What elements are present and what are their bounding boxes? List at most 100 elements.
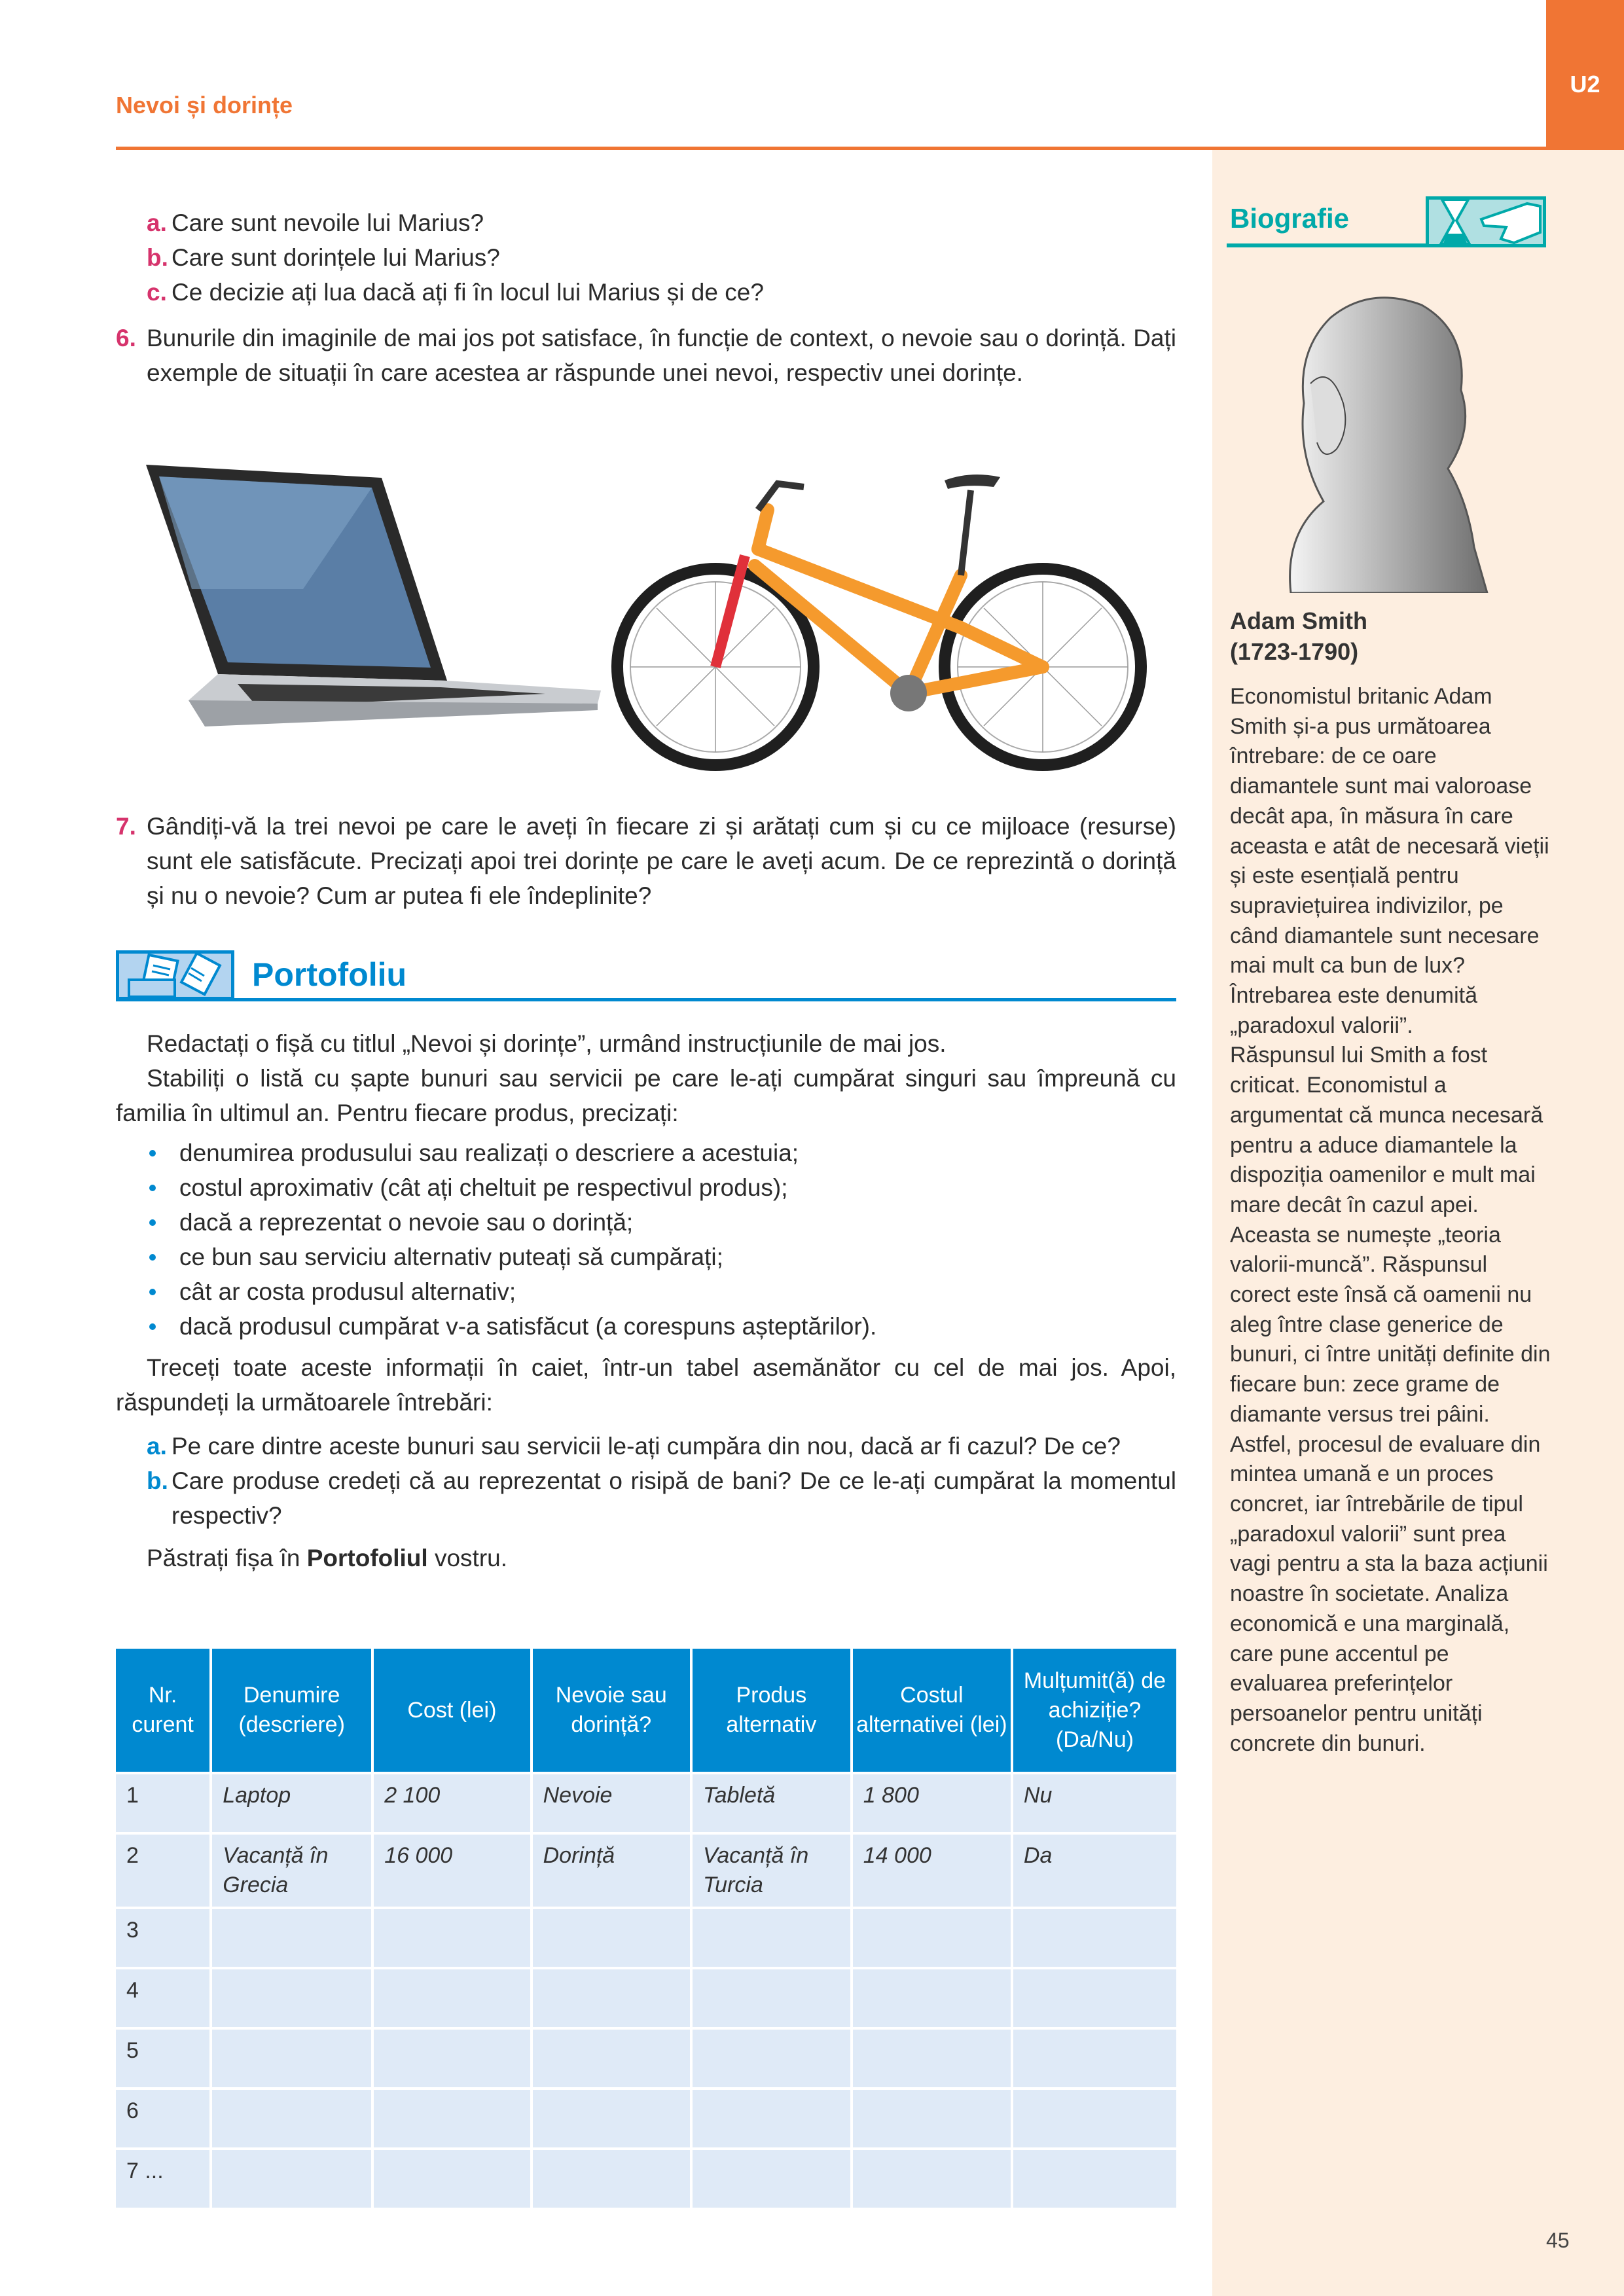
table-cell bbox=[212, 1969, 372, 2027]
biography-title: Biografie bbox=[1230, 203, 1350, 234]
table-cell bbox=[212, 2030, 372, 2087]
table-row: 2 Vacanță în Grecia 16 000 Dorință Vacanță î… bbox=[116, 1835, 1176, 1907]
list-item: ce bun sau serviciu alternativ puteați s… bbox=[147, 1240, 1176, 1274]
portofoliu-intro-1: Redactați o fișă cu titlul „Nevoi și dor… bbox=[147, 1030, 947, 1057]
table-cell: Laptop bbox=[212, 1774, 372, 1832]
table-row: 4 bbox=[116, 1969, 1176, 2027]
table-cell bbox=[532, 2030, 690, 2087]
question-a: a. Care sunt nevoile lui Marius? bbox=[147, 209, 484, 236]
table-cell bbox=[852, 2150, 1011, 2208]
table-cell bbox=[692, 2030, 850, 2087]
table-cell: 14 000 bbox=[852, 1835, 1011, 1907]
portofoliu-question-a: a. Pe care dintre aceste bunuri sau servi… bbox=[147, 1433, 1121, 1460]
table-cell bbox=[212, 1909, 372, 1967]
table-cell: Da bbox=[1013, 1835, 1176, 1907]
list-item: costul aproximativ (cât ați cheltuit pe … bbox=[147, 1170, 1176, 1205]
table-cell bbox=[374, 2090, 530, 2147]
column-header: Cost (lei) bbox=[374, 1649, 530, 1772]
question-7-block: 7. Gândiți-vă la trei nevoi pe care le av… bbox=[116, 809, 1176, 913]
table-row: 7 ... bbox=[116, 2150, 1176, 2208]
question-7: 7. Gândiți-vă la trei nevoi pe care le av… bbox=[116, 813, 1176, 909]
unit-tab: U2 bbox=[1546, 0, 1624, 150]
list-item: denumirea produsului sau realizați o des… bbox=[147, 1136, 1176, 1170]
column-header: Nr. curent bbox=[116, 1649, 210, 1772]
portrait-adam-smith bbox=[1289, 296, 1489, 593]
list-item: cât ar costa produsul alternativ; bbox=[147, 1274, 1176, 1309]
column-header: Nevoie sau dorință? bbox=[532, 1649, 690, 1772]
table-cell bbox=[692, 2090, 850, 2147]
laptop-image bbox=[146, 465, 601, 726]
portofoliu-body: Redactați o fișă cu titlul „Nevoi și dor… bbox=[116, 1026, 1176, 1575]
table-cell: Tabletă bbox=[692, 1774, 850, 1832]
bicycle-image bbox=[611, 475, 1147, 771]
table-cell bbox=[852, 2030, 1011, 2087]
table-cell: Nu bbox=[1013, 1774, 1176, 1832]
table-cell bbox=[1013, 2150, 1176, 2208]
table-row: 1 Laptop 2 100 Nevoie Tabletă 1 800 Nu bbox=[116, 1774, 1176, 1832]
table-cell: Vacanță în Grecia bbox=[212, 1835, 372, 1907]
documents-icon bbox=[116, 950, 234, 1000]
portofoliu-intro-2: Stabiliți o listă cu șapte bunuri sau se… bbox=[116, 1065, 1176, 1126]
list-item: dacă produsul cumpărat v-a satisfăcut (a… bbox=[147, 1309, 1176, 1344]
transfer-instruction: Treceți toate aceste informații în caiet… bbox=[116, 1354, 1176, 1416]
purchases-table: Nr. curent Denumire (descriere) Cost (le… bbox=[113, 1646, 1179, 2210]
page-number: 45 bbox=[1546, 2229, 1570, 2252]
biography-name: Adam Smith (1723-1790) bbox=[1230, 607, 1368, 665]
table-row: 3 bbox=[116, 1909, 1176, 1967]
biography-divider bbox=[1227, 243, 1546, 247]
table-cell bbox=[692, 2150, 850, 2208]
biography-text: Economistul britanic Adam Smith și-a pus… bbox=[1230, 684, 1551, 1756]
list-item: dacă a reprezentat o nevoie sau o dorinț… bbox=[147, 1205, 1176, 1240]
questions-a-c: a. Care sunt nevoile lui Marius? b. Care s… bbox=[116, 206, 1176, 390]
table-cell bbox=[212, 2150, 372, 2208]
column-header: Mulțumit(ă) de achiziție? (Da/Nu) bbox=[1013, 1649, 1176, 1772]
chapter-title: Nevoi și dorințe bbox=[116, 92, 293, 118]
table-cell: 2 bbox=[116, 1835, 210, 1907]
table-cell: 6 bbox=[116, 2090, 210, 2147]
header-divider bbox=[116, 147, 1546, 150]
table-cell bbox=[532, 1969, 690, 2027]
table-cell bbox=[1013, 1969, 1176, 2027]
table-cell: Vacanță în Turcia bbox=[692, 1835, 850, 1907]
table-cell: 4 bbox=[116, 1969, 210, 2027]
table-header-row: Nr. curent Denumire (descriere) Cost (le… bbox=[116, 1649, 1176, 1772]
column-header: Denumire (descriere) bbox=[212, 1649, 372, 1772]
table-cell: 16 000 bbox=[374, 1835, 530, 1907]
column-header: Costul alternativei (lei) bbox=[852, 1649, 1011, 1772]
portofoliu-title: Portofoliu bbox=[252, 956, 407, 993]
table-cell bbox=[374, 1969, 530, 2027]
table-cell bbox=[852, 2090, 1011, 2147]
table-cell: Dorință bbox=[532, 1835, 690, 1907]
table-cell bbox=[692, 1969, 850, 2027]
table-cell: 3 bbox=[116, 1909, 210, 1967]
table-cell bbox=[1013, 2030, 1176, 2087]
portofoliu-header: Portofoliu bbox=[116, 950, 1176, 1001]
table-cell bbox=[212, 2090, 372, 2147]
table-cell bbox=[852, 1969, 1011, 2027]
table-cell: 1 800 bbox=[852, 1774, 1011, 1832]
table-cell: 2 100 bbox=[374, 1774, 530, 1832]
requirements-list: denumirea produsului sau realizați o des… bbox=[116, 1136, 1176, 1344]
table-cell bbox=[374, 2030, 530, 2087]
table-cell bbox=[852, 1909, 1011, 1967]
table-cell bbox=[1013, 1909, 1176, 1967]
table-cell: 7 ... bbox=[116, 2150, 210, 2208]
hourglass-pointing-hand-icon bbox=[1426, 196, 1546, 247]
table-cell bbox=[1013, 2090, 1176, 2147]
question-b: b. Care sunt dorințele lui Marius? bbox=[147, 244, 500, 271]
table-cell: 1 bbox=[116, 1774, 210, 1832]
question-6: 6. Bunurile din imaginile de mai jos pot … bbox=[116, 325, 1176, 386]
table-row: 5 bbox=[116, 2030, 1176, 2087]
portofoliu-question-b: b. Care produse credeți că au reprezentat… bbox=[147, 1467, 1176, 1529]
keep-instruction: Păstrați fișa în Portofoliul vostru. bbox=[147, 1545, 508, 1571]
column-header: Produs alternativ bbox=[692, 1649, 850, 1772]
table-cell bbox=[374, 2150, 530, 2208]
table-cell: Nevoie bbox=[532, 1774, 690, 1832]
question-c: c. Ce decizie ați lua dacă ați fi în locu… bbox=[147, 279, 764, 306]
table-cell: 5 bbox=[116, 2030, 210, 2087]
table-cell bbox=[692, 1909, 850, 1967]
table-cell bbox=[532, 1909, 690, 1967]
table-cell bbox=[374, 1909, 530, 1967]
table-row: 6 bbox=[116, 2090, 1176, 2147]
table-cell bbox=[532, 2150, 690, 2208]
